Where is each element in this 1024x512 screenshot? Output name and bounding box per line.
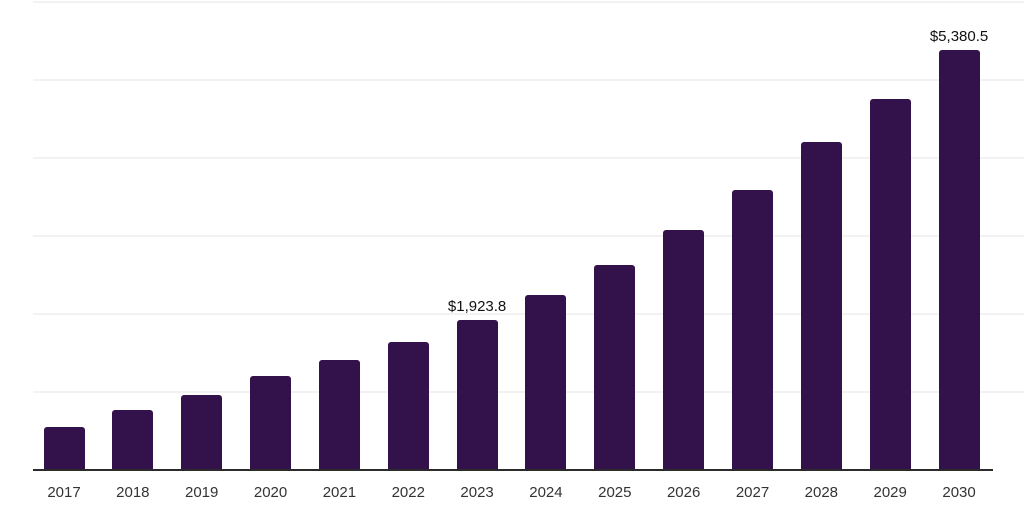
bar-2029 [869, 99, 911, 470]
x-axis-line [33, 469, 993, 471]
gridline [33, 235, 1024, 237]
x-tick-label-2017: 2017 [47, 484, 81, 501]
bar-2028 [800, 142, 842, 470]
bar-value-label-2023: $1,923.8 [447, 297, 507, 315]
x-tick-label-2023: 2023 [460, 484, 494, 501]
x-tick-label-2030: 2030 [942, 484, 976, 501]
bar-2018 [112, 410, 154, 470]
bar-2022 [387, 342, 429, 470]
gridline [33, 79, 1024, 81]
x-tick-label-2027: 2027 [735, 484, 770, 501]
bar-2027 [732, 190, 773, 470]
x-tick-label-2019: 2019 [185, 484, 219, 501]
x-tick-label-2026: 2026 [666, 484, 701, 501]
bar-2021 [318, 360, 360, 470]
gridline [33, 157, 1024, 159]
bar-2019 [181, 395, 223, 470]
bar-2017 [43, 427, 85, 470]
gridline [33, 1, 1024, 3]
bar-2023 [456, 319, 498, 470]
bar-2025 [594, 264, 636, 470]
x-tick-label-2024: 2024 [529, 484, 563, 501]
bar-2020 [250, 376, 292, 470]
bar-2030 [938, 50, 980, 470]
bar-2026 [663, 229, 705, 470]
x-tick-label-2025: 2025 [598, 484, 632, 501]
bar-value-label-2030: $5,380.5 [929, 28, 989, 46]
x-tick-label-2029: 2029 [873, 484, 907, 501]
x-tick-label-2020: 2020 [253, 484, 288, 501]
x-tick-label-2021: 2021 [322, 484, 357, 501]
bar-2024 [525, 294, 567, 470]
x-tick-label-2022: 2022 [391, 484, 425, 501]
x-tick-label-2018: 2018 [116, 484, 150, 501]
x-tick-label-2028: 2028 [804, 484, 839, 501]
